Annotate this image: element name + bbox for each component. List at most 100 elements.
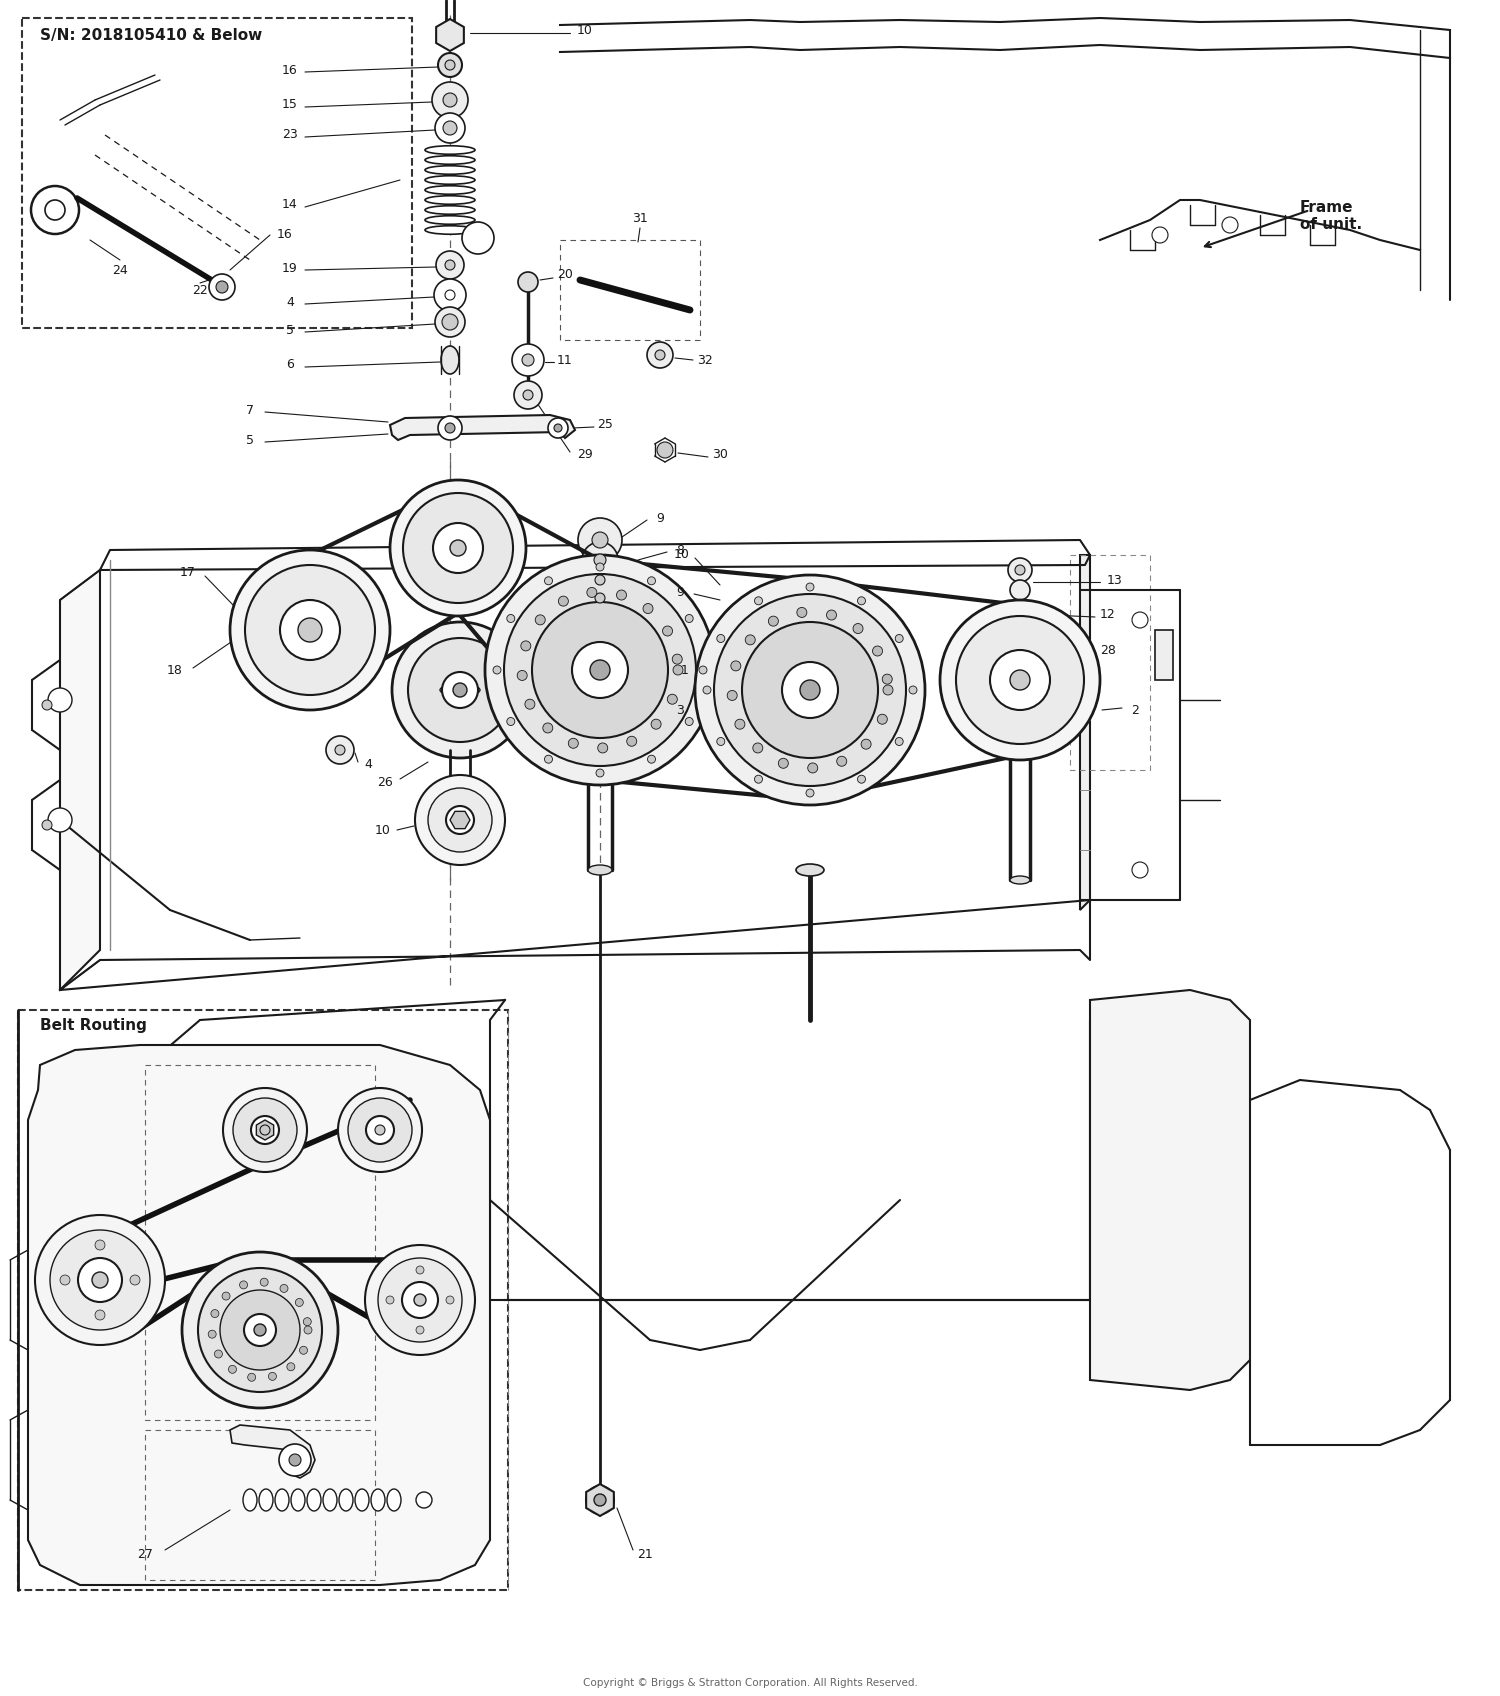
Ellipse shape bbox=[356, 1489, 369, 1511]
Circle shape bbox=[753, 743, 764, 753]
Polygon shape bbox=[450, 811, 470, 829]
Text: Belt Routing: Belt Routing bbox=[40, 1018, 147, 1033]
Circle shape bbox=[507, 614, 515, 622]
Circle shape bbox=[435, 307, 465, 338]
Circle shape bbox=[34, 1214, 165, 1345]
Circle shape bbox=[432, 81, 468, 119]
Circle shape bbox=[408, 638, 512, 743]
Circle shape bbox=[730, 661, 741, 672]
Text: 31: 31 bbox=[632, 212, 648, 224]
Circle shape bbox=[416, 775, 506, 865]
Circle shape bbox=[544, 577, 552, 585]
Circle shape bbox=[568, 738, 579, 748]
Circle shape bbox=[778, 758, 789, 768]
Circle shape bbox=[827, 611, 837, 621]
Circle shape bbox=[386, 1296, 394, 1304]
Text: 27: 27 bbox=[136, 1548, 153, 1562]
Polygon shape bbox=[60, 570, 100, 990]
Circle shape bbox=[450, 539, 466, 556]
Circle shape bbox=[254, 1325, 266, 1336]
Text: S/N: 2018105410 & Below: S/N: 2018105410 & Below bbox=[40, 29, 262, 42]
Text: 22: 22 bbox=[192, 283, 208, 297]
Circle shape bbox=[251, 1116, 279, 1145]
Circle shape bbox=[532, 602, 668, 738]
Text: 9: 9 bbox=[656, 512, 664, 524]
Circle shape bbox=[746, 634, 754, 644]
Circle shape bbox=[48, 807, 72, 833]
Circle shape bbox=[94, 1240, 105, 1250]
Circle shape bbox=[596, 768, 604, 777]
Circle shape bbox=[303, 1318, 312, 1326]
Circle shape bbox=[298, 617, 322, 643]
Ellipse shape bbox=[424, 156, 476, 165]
Text: 26: 26 bbox=[376, 775, 393, 789]
Circle shape bbox=[416, 1492, 432, 1508]
Circle shape bbox=[214, 1350, 222, 1358]
Circle shape bbox=[300, 1347, 307, 1355]
Text: 8: 8 bbox=[676, 543, 684, 556]
Circle shape bbox=[446, 290, 454, 300]
Ellipse shape bbox=[796, 863, 824, 877]
Polygon shape bbox=[586, 1484, 613, 1516]
Circle shape bbox=[442, 93, 458, 107]
Circle shape bbox=[536, 616, 544, 624]
Text: 10: 10 bbox=[578, 24, 592, 37]
Ellipse shape bbox=[308, 1489, 321, 1511]
Circle shape bbox=[861, 739, 871, 750]
Circle shape bbox=[596, 563, 604, 572]
Circle shape bbox=[260, 1124, 270, 1135]
Text: 10: 10 bbox=[375, 824, 392, 836]
Circle shape bbox=[668, 694, 678, 704]
Circle shape bbox=[806, 789, 814, 797]
Circle shape bbox=[800, 680, 820, 700]
Circle shape bbox=[244, 1314, 276, 1347]
Circle shape bbox=[651, 719, 662, 729]
Circle shape bbox=[348, 1097, 412, 1162]
Circle shape bbox=[366, 1116, 394, 1145]
Circle shape bbox=[742, 622, 878, 758]
Text: 30: 30 bbox=[712, 448, 728, 461]
Circle shape bbox=[858, 775, 865, 784]
Circle shape bbox=[584, 565, 616, 595]
Ellipse shape bbox=[274, 1489, 290, 1511]
Circle shape bbox=[648, 755, 656, 763]
Circle shape bbox=[414, 1294, 426, 1306]
Circle shape bbox=[436, 251, 463, 280]
Text: 5: 5 bbox=[286, 324, 294, 336]
Circle shape bbox=[446, 259, 454, 270]
Circle shape bbox=[216, 282, 228, 293]
Circle shape bbox=[754, 597, 762, 605]
Polygon shape bbox=[230, 1425, 315, 1477]
Circle shape bbox=[1132, 862, 1148, 879]
Text: 6: 6 bbox=[286, 358, 294, 371]
Circle shape bbox=[224, 1089, 308, 1172]
Circle shape bbox=[402, 1282, 438, 1318]
Circle shape bbox=[338, 1089, 422, 1172]
Ellipse shape bbox=[370, 1489, 386, 1511]
Circle shape bbox=[699, 667, 706, 673]
Circle shape bbox=[518, 271, 538, 292]
Text: 18: 18 bbox=[166, 663, 183, 677]
Text: Copyright © Briggs & Stratton Corporation. All Rights Reserved.: Copyright © Briggs & Stratton Corporatio… bbox=[582, 1677, 918, 1688]
Bar bbox=[22, 19, 412, 327]
Text: 14: 14 bbox=[282, 198, 298, 212]
Circle shape bbox=[1010, 670, 1031, 690]
Circle shape bbox=[754, 775, 762, 784]
Text: 11: 11 bbox=[556, 353, 573, 366]
Circle shape bbox=[543, 722, 554, 733]
Circle shape bbox=[433, 280, 466, 310]
Circle shape bbox=[853, 624, 862, 634]
Circle shape bbox=[525, 699, 536, 709]
Text: 10: 10 bbox=[674, 548, 690, 561]
Circle shape bbox=[594, 1494, 606, 1506]
Circle shape bbox=[42, 819, 52, 829]
Circle shape bbox=[130, 1275, 140, 1286]
Circle shape bbox=[504, 573, 696, 767]
Text: 25: 25 bbox=[597, 419, 613, 431]
Circle shape bbox=[220, 1291, 300, 1370]
Circle shape bbox=[60, 1275, 70, 1286]
Circle shape bbox=[378, 1258, 462, 1342]
Text: 16: 16 bbox=[282, 63, 298, 76]
Circle shape bbox=[453, 683, 466, 697]
Ellipse shape bbox=[450, 814, 470, 823]
